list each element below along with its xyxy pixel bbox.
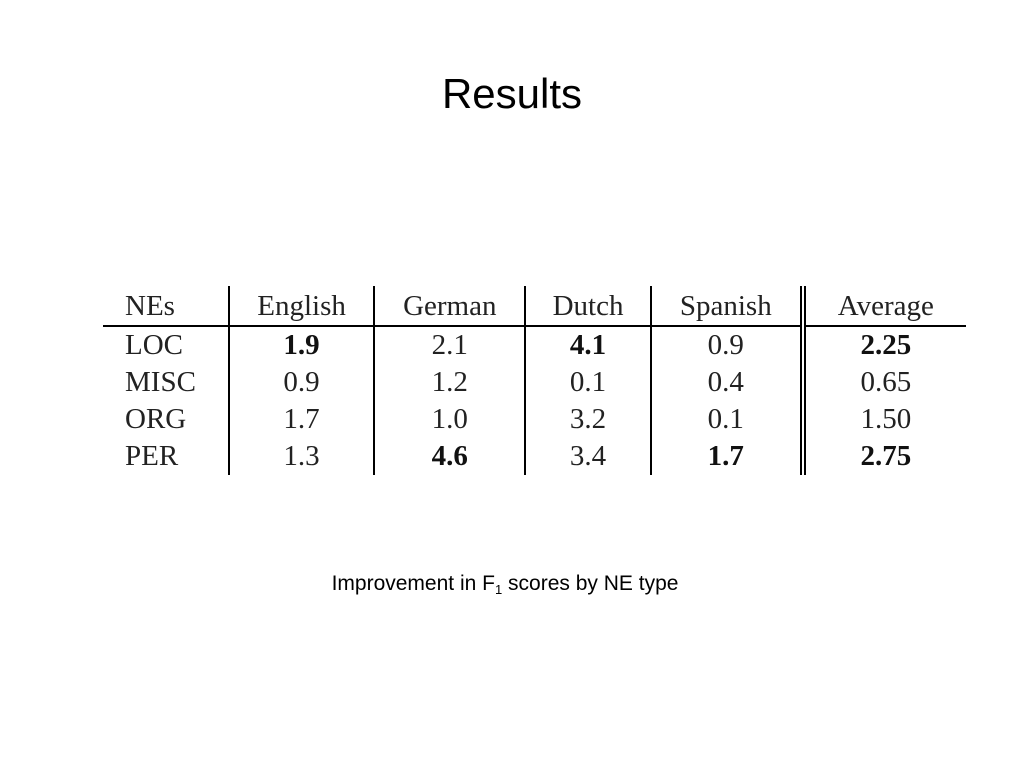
- cell-german: 1.2: [374, 364, 527, 401]
- table-row: LOC 1.9 2.1 4.1 0.9 2.25: [103, 326, 966, 364]
- cell-average: 0.65: [860, 366, 912, 398]
- cell-dutch: 4.1: [525, 326, 652, 364]
- table-row: ORG 1.7 1.0 3.2 0.1 1.50: [103, 401, 966, 438]
- results-table-container: NEs English German Dutch Spanish Average…: [103, 286, 966, 478]
- cell-average: 2.25: [860, 329, 912, 361]
- caption-text-end: scores by NE type: [502, 572, 679, 595]
- cell-dutch: 3.2: [525, 401, 652, 438]
- results-table: NEs English German Dutch Spanish Average…: [103, 286, 966, 475]
- cell-ne: LOC: [103, 326, 230, 364]
- header-english: English: [228, 286, 376, 327]
- cell-spanish: 0.9: [650, 326, 806, 364]
- cell-dutch: 3.4: [525, 438, 652, 475]
- cell-german: 1.0: [374, 401, 527, 438]
- table-row: MISC 0.9 1.2 0.1 0.4 0.65: [103, 364, 966, 401]
- cell-german: 2.1: [374, 326, 527, 364]
- cell-ne: MISC: [103, 364, 230, 401]
- cell-english: 0.9: [228, 364, 376, 401]
- table-header-row: NEs English German Dutch Spanish Average: [103, 286, 966, 327]
- caption-subscript: 1: [494, 582, 503, 597]
- cell-spanish: 0.1: [650, 401, 806, 438]
- cell-average: 1.50: [860, 403, 912, 435]
- cell-english: 1.3: [228, 438, 376, 475]
- cell-english: 1.7: [228, 401, 376, 438]
- cell-spanish: 0.4: [650, 364, 806, 401]
- cell-english: 1.9: [228, 326, 376, 364]
- table-row: PER 1.3 4.6 3.4 1.7 2.75: [103, 438, 966, 475]
- slide-title: Results: [441, 70, 583, 117]
- cell-dutch: 0.1: [525, 364, 652, 401]
- cell-average: 2.75: [860, 440, 912, 472]
- header-nes: NEs: [103, 286, 230, 327]
- header-spanish: Spanish: [650, 286, 806, 327]
- cell-ne: ORG: [103, 401, 230, 438]
- cell-spanish: 1.7: [650, 438, 806, 475]
- header-dutch: Dutch: [525, 286, 652, 327]
- cell-german: 4.6: [374, 438, 527, 475]
- table-caption: Improvement in F1 scores by NE type: [0, 570, 1010, 598]
- header-german: German: [374, 286, 527, 327]
- header-average: Average: [802, 286, 966, 327]
- caption-text: Improvement in F: [331, 572, 495, 595]
- cell-ne: PER: [103, 438, 230, 475]
